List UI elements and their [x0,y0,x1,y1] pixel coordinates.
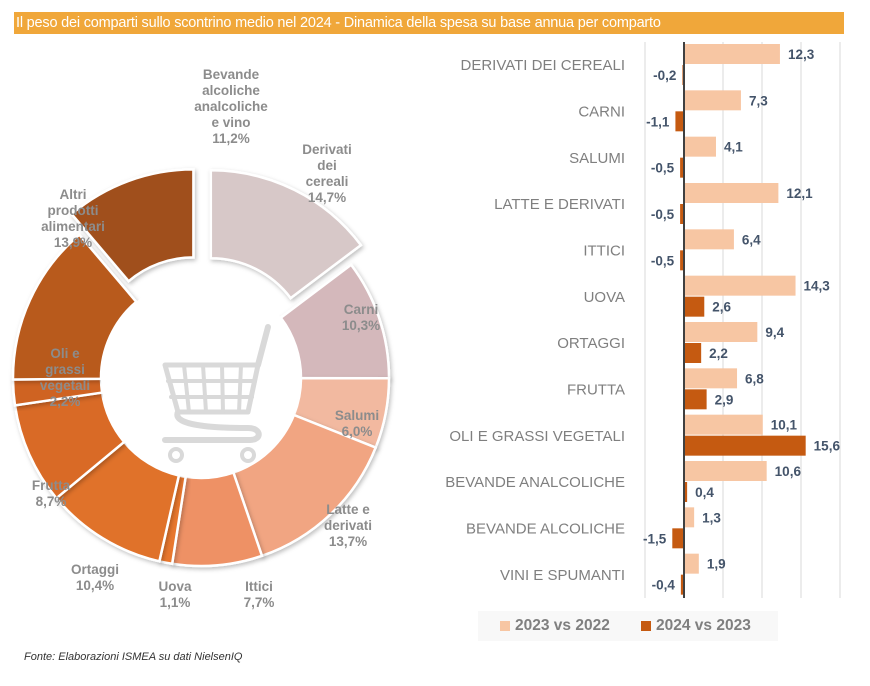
donut-label-uova: Uova 1,1% [158,579,192,610]
donut-hole [101,278,301,478]
donut-label-latte-e-derivati: Latte e derivati 13,7% [324,502,372,549]
value-label-2023-vs-2022-carni: 7,3 [749,93,768,108]
value-label-2024-vs-2023-latte-e-derivati: -0,5 [651,207,675,222]
category-label-ittici: ITTICI [583,243,625,260]
bar-2023-vs-2022-bevande-alcoliche [684,507,695,528]
source-note: Fonte: Elaborazioni ISMEA su dati Nielse… [24,651,243,663]
value-label-2023-vs-2022-bevande-analcoliche: 10,6 [775,464,802,479]
bar-2023-vs-2022-derivati-dei-cereali [684,44,780,64]
value-label-2023-vs-2022-ittici: 6,4 [742,232,761,247]
donut-slice-derivati-dei-cereali [209,169,363,300]
chart-title-bar: Il peso dei comparti sullo scontrino med… [14,12,844,34]
value-label-2024-vs-2023-ittici: -0,5 [651,253,675,268]
donut-label-bevande-alcoliche-analcoliche-e-vino: Bevande alcoliche analcoliche e vino 11,2% [194,67,268,146]
value-label-2024-vs-2023-derivati-dei-cereali: -0,2 [653,68,676,83]
category-label-bevande-alcoliche: BEVANDE ALCOLICHE [466,521,625,538]
bar-2024-vs-2023-ortaggi [684,343,702,363]
value-label-2023-vs-2022-frutta: 6,8 [745,371,764,386]
bar-2024-vs-2023-vini-e-spumanti [680,574,684,595]
category-label-latte-e-derivati: LATTE E DERIVATI [494,196,625,213]
bar-2024-vs-2023-bevande-alcoliche [672,528,684,549]
donut-label-altri-prodotti-alimentari: Altri prodotti alimentari 13,9% [41,187,105,250]
category-label-salumi: SALUMI [569,150,625,167]
donut-label-salumi: Salumi 6,0% [335,408,379,439]
bar-2023-vs-2022-salumi [684,136,716,157]
donut-label-ittici: Ittici 7,7% [244,579,275,610]
donut-label-ortaggi: Ortaggi 10,4% [71,562,119,593]
category-label-vini-e-spumanti: VINI E SPUMANTI [500,567,625,584]
value-label-2024-vs-2023-ortaggi: 2,2 [709,346,728,361]
value-label-2023-vs-2022-bevande-alcoliche: 1,3 [702,510,721,525]
legend-label: 2023 vs 2022 [515,617,610,634]
value-label-2024-vs-2023-vini-e-spumanti: -0,4 [652,578,676,593]
bar-2023-vs-2022-ittici [684,229,734,250]
bar-marks [672,44,806,595]
bar-2024-vs-2023-ittici [680,250,684,271]
bar-2024-vs-2023-oli-e-grassi-vegetali [684,435,806,456]
chart-legend: 2023 vs 2022 2024 vs 2023 [478,611,778,641]
category-label-derivati-dei-cereali: DERIVATI DEI CEREALI [461,57,625,74]
value-label-2024-vs-2023-salumi: -0,5 [651,161,675,176]
donut-labels: Derivati dei cereali 14,7% Carni 10,3% Salumi 6… [32,67,380,610]
category-label-frutta: FRUTTA [567,382,625,399]
category-label-oli-e-grassi-vegetali: OLI E GRASSI VEGETALI [449,428,625,445]
bar-2024-vs-2023-salumi [680,157,684,178]
category-label-carni: CARNI [578,104,625,121]
donut-label-frutta: Frutta 8,7% [32,478,71,509]
donut-slices [11,168,391,568]
bar-2023-vs-2022-frutta [684,368,738,389]
value-label-2023-vs-2022-vini-e-spumanti: 1,9 [707,557,726,572]
donut-slice-bevande-alcoliche-analcoliche-e-vino [69,168,195,283]
bar-2023-vs-2022-latte-e-derivati [684,183,779,203]
bar-2024-vs-2023-carni [675,111,684,132]
bar-2023-vs-2022-vini-e-spumanti [684,553,699,574]
legend-item-2024-vs-2023: 2024 vs 2023 [641,617,751,635]
donut-label-carni: Carni 10,3% [342,302,380,333]
category-label-ortaggi: ORTAGGI [557,335,625,352]
legend-swatch-2024-vs-2023 [641,621,651,631]
bar-2023-vs-2022-ortaggi [684,322,758,342]
value-label-2024-vs-2023-carni: -1,1 [646,114,670,129]
bar-2024-vs-2023-uova [684,296,705,317]
value-label-2023-vs-2022-oli-e-grassi-vegetali: 10,1 [771,418,798,433]
bar-2023-vs-2022-carni [684,90,741,111]
legend-label: 2024 vs 2023 [656,617,751,634]
value-label-2024-vs-2023-frutta: 2,9 [715,392,734,407]
value-label-2023-vs-2022-derivati-dei-cereali: 12,3 [788,47,815,62]
bar-2024-vs-2023-latte-e-derivati [680,204,684,224]
value-label-2024-vs-2023-uova: 2,6 [712,300,731,315]
category-label-uova: UOVA [584,289,625,306]
bar-category-labels: DERIVATI DEI CEREALI CARNI SALUMI LATTE E D… [445,57,625,584]
donut-label-oli-e-grassi-vegetali: Oli e grassi vegetali 2,2% [40,346,90,409]
legend-swatch-2023-vs-2022 [500,621,510,631]
shopping-cart-icon [162,324,271,463]
bar-chart: DERIVATI DEI CEREALI CARNI SALUMI LATTE E D… [445,42,841,598]
bar-value-labels: 12,3 -0,2 7,3 -1,1 4,1 -0,5 12,1 -0,5 6,4 -0,5 14,… [643,47,840,593]
category-label-bevande-analcoliche: BEVANDE ANALCOLICHE [445,474,625,491]
bar-2023-vs-2022-oli-e-grassi-vegetali [684,414,763,435]
bar-2024-vs-2023-bevande-analcoliche [684,482,688,502]
value-label-2023-vs-2022-latte-e-derivati: 12,1 [786,186,813,201]
value-label-2023-vs-2022-salumi: 4,1 [724,140,743,155]
legend-item-2023-vs-2022: 2023 vs 2022 [500,617,610,635]
value-label-2024-vs-2023-oli-e-grassi-vegetali: 15,6 [814,439,841,454]
value-label-2024-vs-2023-bevande-analcoliche: 0,4 [695,485,714,500]
donut-label-derivati-dei-cereali: Derivati dei cereali 14,7% [302,142,352,205]
bar-2023-vs-2022-bevande-analcoliche [684,461,767,481]
donut-chart: Derivati dei cereali 14,7% Carni 10,3% Salumi 6… [11,67,391,610]
bar-gridlines [644,42,841,598]
value-label-2023-vs-2022-uova: 14,3 [804,279,831,294]
value-label-2024-vs-2023-bevande-alcoliche: -1,5 [643,531,667,546]
value-label-2023-vs-2022-ortaggi: 9,4 [765,325,784,340]
bar-2024-vs-2023-frutta [684,389,707,410]
bar-2023-vs-2022-uova [684,275,796,296]
